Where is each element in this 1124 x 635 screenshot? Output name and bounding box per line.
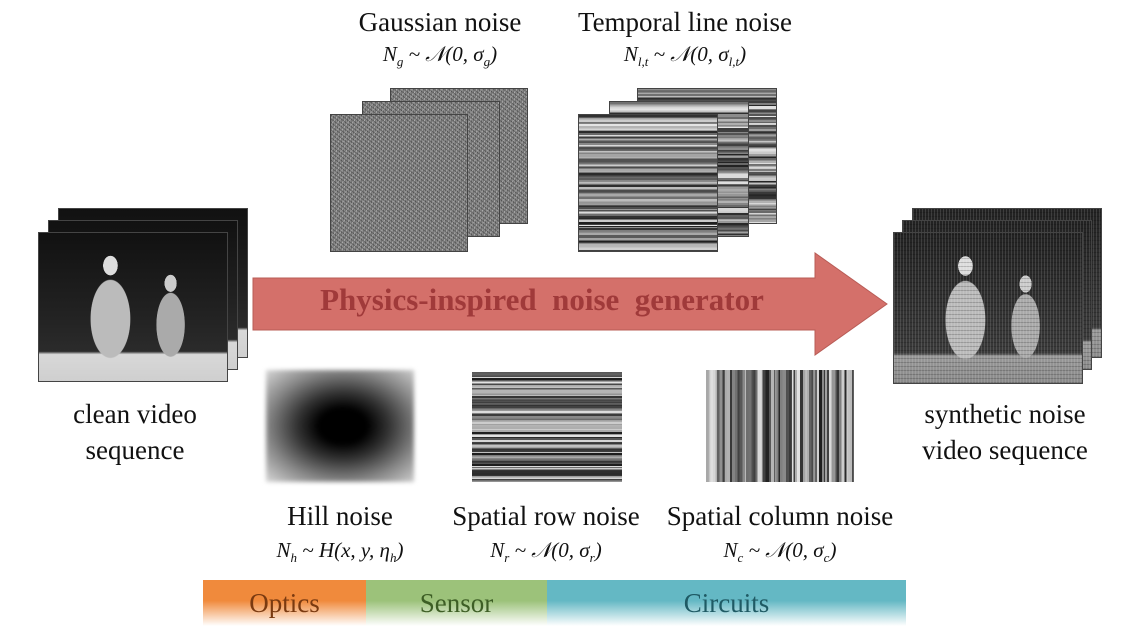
hill-noise-image: [266, 370, 414, 482]
synthetic-video-label: synthetic noise video sequence: [890, 396, 1120, 469]
synthetic-video-frame-front: [893, 232, 1083, 384]
formula-rhs: ~ H(x, y, η: [302, 538, 390, 562]
synthetic-video-label-line2: video sequence: [922, 435, 1088, 466]
temporal-noise-frame-front: [578, 114, 718, 252]
row-noise-formula: Nr ~ 𝒩(0, σr): [446, 538, 646, 566]
synthetic-video-label-line1: synthetic noise: [924, 399, 1086, 429]
circuits-segment: Circuits: [547, 580, 906, 626]
formula-rhs-sub: l,t: [728, 54, 740, 70]
row-noise-title: Spatial row noise: [452, 501, 640, 531]
column-noise-image: [706, 370, 854, 482]
column-noise-formula: Nc ~ 𝒩(0, σc): [660, 538, 900, 566]
formula-lhs-sub: h: [290, 550, 298, 566]
formula-close: ): [490, 42, 498, 66]
formula-close: ): [739, 42, 747, 66]
formula-lhs: N: [623, 42, 638, 66]
formula-lhs: N: [723, 538, 738, 562]
formula-lhs-sub: g: [396, 54, 404, 70]
noise-source-bar: Optics Sensor Circuits: [203, 580, 906, 626]
optics-segment: Optics: [203, 580, 366, 626]
formula-rhs: ~ 𝒩(0, σ: [408, 42, 484, 66]
formula-close: ): [594, 538, 602, 562]
clean-video-label-line2: sequence: [85, 435, 185, 466]
arrow-shape: [252, 252, 888, 356]
gaussian-noise-title: Gaussian noise: [358, 7, 522, 37]
hill-noise-formula: Nh ~ H(x, y, ηh): [230, 538, 450, 566]
formula-lhs: N: [490, 538, 505, 562]
sensor-segment: Sensor: [366, 580, 547, 626]
formula-rhs: ~ 𝒩(0, σ: [514, 538, 590, 562]
formula-close: ): [396, 538, 404, 562]
noise-generator-arrow: [252, 252, 888, 356]
formula-lhs: N: [276, 538, 291, 562]
row-noise-image: [472, 372, 622, 482]
temporal-noise-title: Temporal line noise: [577, 7, 793, 37]
formula-lhs-sub: c: [737, 550, 744, 566]
clean-video-label: clean video sequence: [20, 396, 250, 469]
arrow-label: Physics-inspired noise generator: [320, 282, 764, 317]
hill-noise-title: Hill noise: [287, 501, 393, 531]
temporal-noise-formula: Nl,t ~ 𝒩(0, σl,t): [560, 42, 810, 70]
formula-rhs-sub: r: [589, 550, 595, 566]
formula-rhs-sub: h: [389, 550, 397, 566]
formula-lhs-sub: l,t: [637, 54, 649, 70]
gaussian-noise-frame-front: [330, 114, 468, 252]
formula-rhs-sub: c: [823, 550, 830, 566]
formula-close: ): [829, 538, 837, 562]
formula-lhs: N: [382, 42, 397, 66]
formula-rhs: ~ 𝒩(0, σ: [748, 538, 824, 562]
formula-rhs: ~ 𝒩(0, σ: [653, 42, 729, 66]
gaussian-noise-formula: Ng ~ 𝒩(0, σg): [340, 42, 540, 70]
clean-video-label-line1: clean video: [73, 399, 197, 429]
formula-rhs-sub: g: [483, 54, 491, 70]
column-noise-title: Spatial column noise: [666, 501, 894, 531]
formula-lhs-sub: r: [504, 550, 510, 566]
clean-video-frame-front: [38, 232, 228, 382]
